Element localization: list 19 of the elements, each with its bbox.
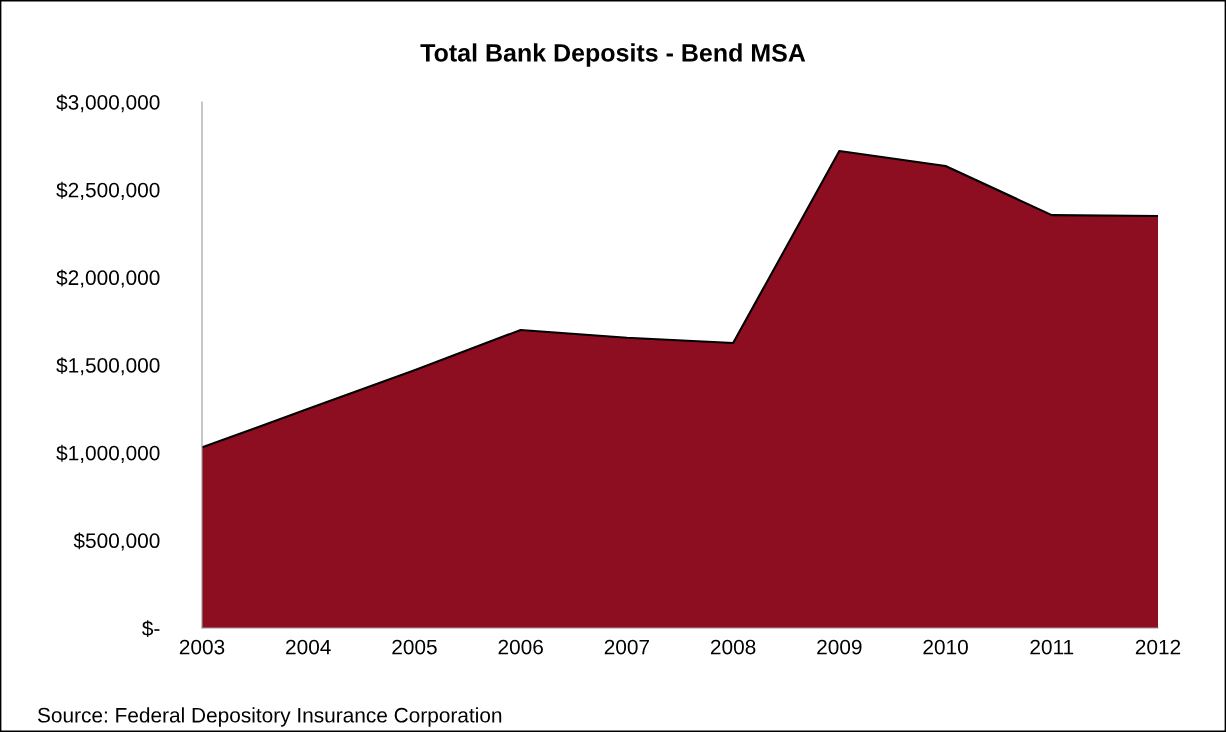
y-tick-label: $1,000,000 (56, 444, 160, 463)
y-tick-label: $2,000,000 (56, 269, 160, 288)
x-tick-label: 2008 (710, 639, 756, 655)
x-tick-label: 2003 (179, 639, 225, 655)
y-tick-label: $2,500,000 (56, 181, 160, 200)
x-tick-label: 2010 (923, 639, 968, 655)
y-tick-label: $3,000,000 (56, 94, 160, 113)
x-tick-label: 2011 (1030, 639, 1074, 655)
y-tick-label: $1,500,000 (56, 357, 160, 376)
x-tick-label: 2009 (817, 639, 862, 655)
x-tick-label: 2004 (286, 639, 331, 655)
x-tick-label: 2006 (498, 639, 543, 655)
source-note: Source: Federal Depository Insurance Corporation (37, 707, 502, 727)
x-tick-label: 2007 (604, 639, 650, 655)
x-tick-label: 2005 (392, 639, 437, 655)
y-tick-label: $- (142, 620, 160, 637)
chart-title: Total Bank Deposits - Bend MSA (420, 43, 806, 67)
y-tick-label: $500,000 (73, 532, 160, 551)
x-tick-label: 2012 (1135, 639, 1181, 655)
